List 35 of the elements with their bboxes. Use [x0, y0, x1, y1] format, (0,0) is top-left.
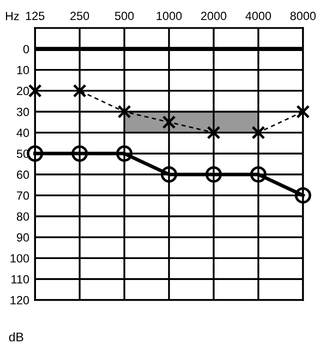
point — [206, 126, 220, 140]
point — [252, 126, 266, 140]
y-tick-label: 80 — [16, 212, 29, 221]
x-tick-label: 125 — [26, 12, 44, 20]
point — [294, 187, 312, 204]
y-tick-label: 30 — [16, 108, 29, 116]
y-tick-label: 70 — [16, 191, 29, 200]
point — [296, 104, 310, 118]
y-tick-label: 10 — [17, 66, 29, 74]
x-tick-label: 1000 — [156, 12, 182, 20]
y-tick-label: 60 — [16, 170, 29, 179]
y-tick-label: 0 — [23, 44, 29, 54]
point — [72, 84, 86, 98]
point — [116, 145, 133, 162]
y-tick-label: 40 — [16, 128, 29, 138]
y-axis-title: dB — [9, 332, 24, 342]
point — [118, 104, 132, 118]
point — [28, 84, 42, 98]
point — [160, 166, 178, 183]
point — [250, 166, 267, 183]
y-tick-label: 110 — [12, 275, 29, 284]
x-tick-label: 8000 — [290, 12, 316, 20]
y-tick-label: 120 — [10, 296, 29, 304]
y-tick-label: 90 — [16, 233, 29, 242]
point — [205, 166, 222, 183]
x-axis-title: Hz — [6, 12, 19, 20]
x-tick-label: 250 — [70, 12, 90, 20]
x-tick-label: 500 — [114, 12, 134, 20]
y-tick-label: 100 — [10, 254, 29, 263]
x-tick-label: 4000 — [245, 12, 272, 20]
point — [71, 145, 88, 162]
x-tick-label: 2000 — [201, 12, 226, 20]
point — [26, 145, 44, 162]
y-tick-label: 20 — [16, 86, 29, 96]
point — [162, 115, 176, 129]
